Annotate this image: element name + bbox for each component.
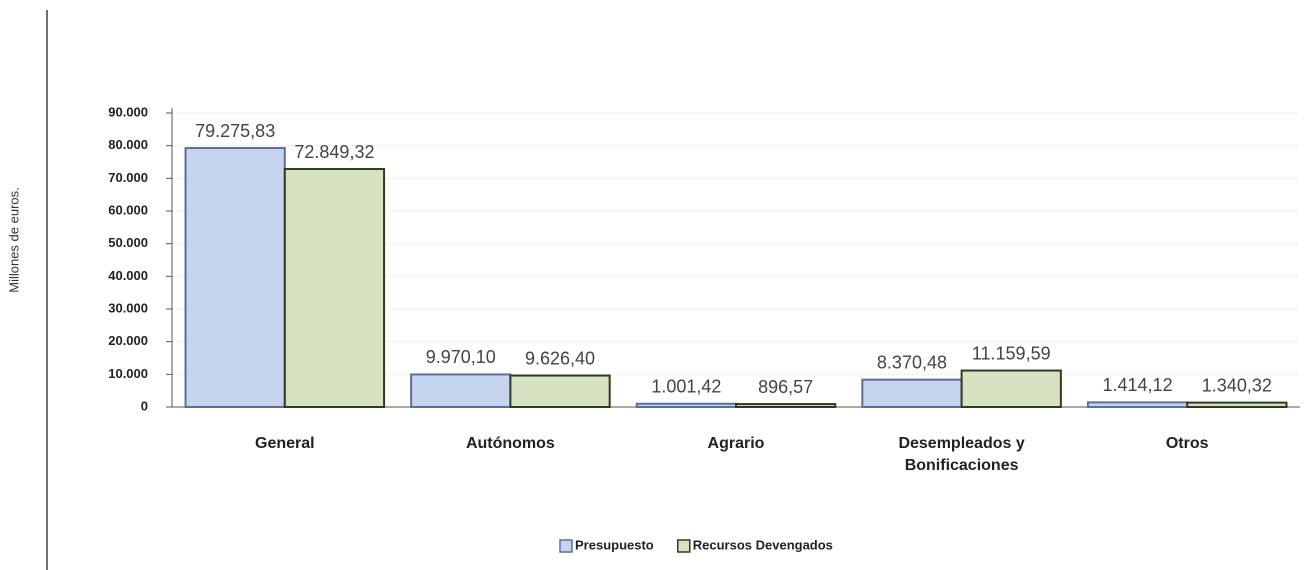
y-tick-label: 50.000 bbox=[108, 235, 148, 250]
x-tick-label: Autónomos bbox=[465, 435, 555, 452]
x-tick-label: General bbox=[255, 435, 315, 452]
legend-swatch bbox=[559, 539, 573, 553]
legend-swatch bbox=[677, 539, 691, 553]
value-label: 1.340,32 bbox=[1202, 375, 1272, 395]
bar bbox=[184, 147, 286, 408]
value-label: 9.970,10 bbox=[426, 347, 496, 367]
x-tick-label: Desempleados y Bonificaciones bbox=[898, 435, 1025, 474]
y-tick-label: 60.000 bbox=[108, 202, 148, 217]
x-tick-label: Otros bbox=[1165, 435, 1209, 452]
bar bbox=[509, 374, 611, 409]
bar bbox=[283, 168, 386, 408]
y-tick-label: 10.000 bbox=[108, 366, 148, 381]
bar bbox=[410, 373, 512, 408]
y-tick-label: 30.000 bbox=[108, 300, 148, 315]
bar bbox=[861, 378, 963, 409]
value-label: 8.370,48 bbox=[877, 352, 947, 372]
x-tick-label: Agrario bbox=[707, 435, 765, 452]
value-label: 72.849,32 bbox=[294, 142, 374, 162]
y-tick-label: 80.000 bbox=[108, 137, 148, 152]
y-tick-label: 70.000 bbox=[108, 170, 148, 185]
y-tick-label: 20.000 bbox=[108, 333, 148, 348]
bar bbox=[635, 402, 738, 409]
value-label: 79.275,83 bbox=[195, 121, 275, 141]
value-label: 9.626,40 bbox=[525, 348, 595, 368]
legend-label: Recursos Devengados bbox=[693, 537, 833, 552]
y-axis-label: Millones de euros. bbox=[6, 187, 21, 293]
bar bbox=[735, 403, 837, 408]
value-label: 1.001,42 bbox=[651, 376, 721, 396]
bar bbox=[960, 369, 1062, 409]
y-tick-label: 40.000 bbox=[108, 268, 148, 283]
y-tick-label: 0 bbox=[141, 398, 148, 413]
bar bbox=[1186, 401, 1288, 408]
bar bbox=[1086, 401, 1189, 409]
legend-label: Presupuesto bbox=[575, 537, 654, 552]
value-label: 896,57 bbox=[758, 377, 813, 397]
y-tick-label: 90.000 bbox=[108, 104, 148, 119]
value-label: 1.414,12 bbox=[1103, 375, 1173, 395]
value-label: 11.159,59 bbox=[972, 343, 1051, 363]
